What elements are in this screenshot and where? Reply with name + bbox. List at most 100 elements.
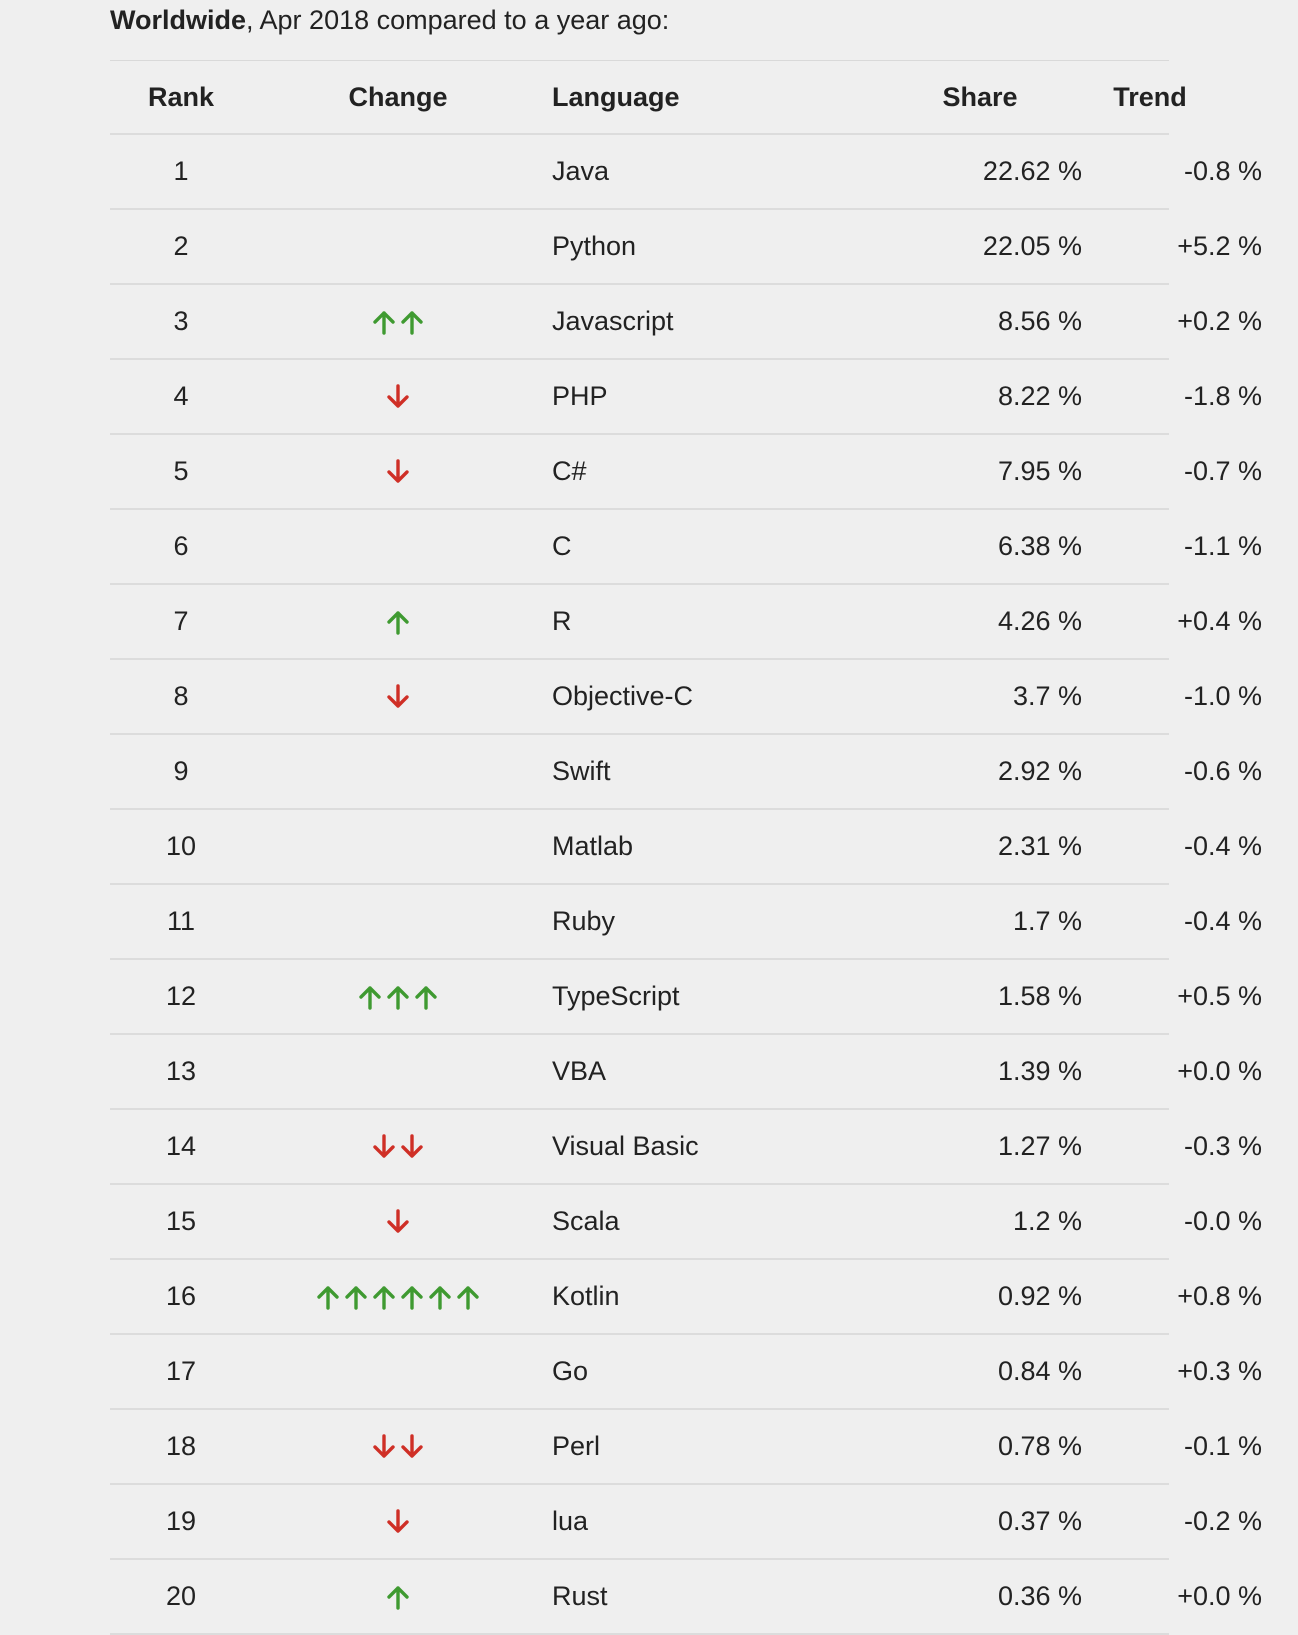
share-cell: 6.38 % — [997, 531, 1082, 561]
share-cell: 2.31 % — [997, 831, 1082, 861]
rank-cell: 15 — [165, 1206, 197, 1236]
trend-cell: +0.3 % — [1177, 1356, 1262, 1386]
change-arrows — [371, 309, 425, 335]
change-cell — [290, 1035, 506, 1108]
arrow-down-icon — [387, 1508, 409, 1533]
arrow-up-icon — [317, 1285, 339, 1310]
table-row: 1 Java 22.62 % -0.8 % — [110, 135, 1262, 210]
change-cell — [290, 360, 506, 433]
change-cell — [290, 735, 506, 808]
arrow-down-icon — [401, 1433, 423, 1458]
rank-cell: 4 — [173, 381, 189, 411]
caption-period: , Apr 2018 compared to a year ago: — [246, 5, 670, 35]
change-arrows — [371, 1133, 425, 1160]
share-cell: 22.62 % — [982, 156, 1082, 186]
change-cell — [290, 210, 506, 283]
rank-cell: 5 — [173, 456, 189, 486]
change-cell — [290, 510, 506, 583]
trend-cell: -1.8 % — [1183, 381, 1262, 411]
share-cell: 0.37 % — [997, 1506, 1082, 1536]
change-cell — [290, 1560, 506, 1633]
change-cell — [290, 885, 506, 958]
arrow-down-icon — [387, 458, 409, 483]
table-row: 20 Rust 0.36 % +0.0 % — [110, 1560, 1262, 1635]
change-cell — [290, 960, 506, 1033]
trend-cell: -0.2 % — [1183, 1506, 1262, 1536]
table-row: 19 lua 0.37 % -0.2 % — [110, 1485, 1262, 1560]
trend-cell: +0.4 % — [1177, 606, 1262, 636]
change-arrows — [385, 683, 411, 710]
arrow-up-icon — [373, 1285, 395, 1310]
rank-cell: 19 — [165, 1506, 197, 1536]
table-header-row: Rank Change Language Share Trend — [110, 61, 1187, 135]
share-cell: 1.39 % — [997, 1056, 1082, 1086]
change-arrows — [385, 1508, 411, 1535]
trend-cell: -1.1 % — [1183, 531, 1262, 561]
arrow-down-icon — [373, 1133, 395, 1158]
table-row: 17 Go 0.84 % +0.3 % — [110, 1335, 1262, 1410]
trend-cell: +0.8 % — [1177, 1281, 1262, 1311]
language-cell: TypeScript — [552, 981, 680, 1011]
rank-cell: 8 — [173, 681, 189, 711]
change-cell — [290, 810, 506, 883]
arrow-down-icon — [401, 1133, 423, 1158]
trend-cell: -0.7 % — [1183, 456, 1262, 486]
change-cell — [290, 1110, 506, 1183]
change-cell — [290, 585, 506, 658]
column-header-rank: Rank — [147, 81, 215, 112]
language-cell: PHP — [552, 381, 608, 411]
language-cell: Go — [552, 1356, 589, 1386]
caption-region: Worldwide — [110, 5, 247, 35]
arrow-down-icon — [387, 1208, 409, 1233]
rank-cell: 17 — [165, 1356, 197, 1386]
rank-cell: 14 — [165, 1131, 197, 1161]
change-cell — [290, 1335, 506, 1408]
share-cell: 0.84 % — [997, 1356, 1082, 1386]
change-cell — [290, 1410, 506, 1483]
change-arrows — [385, 609, 411, 635]
change-cell — [290, 1260, 506, 1333]
language-cell: Java — [552, 156, 610, 186]
table-row: 11 Ruby 1.7 % -0.4 % — [110, 885, 1262, 960]
rank-cell: 3 — [173, 306, 189, 336]
language-cell: C# — [552, 456, 587, 486]
trend-cell: +0.5 % — [1177, 981, 1262, 1011]
column-header-language: Language — [552, 81, 680, 112]
table-row: 9 Swift 2.92 % -0.6 % — [110, 735, 1262, 810]
arrow-up-icon — [415, 985, 437, 1010]
change-arrows — [371, 1433, 425, 1460]
change-arrows — [385, 1208, 411, 1235]
change-arrows — [385, 458, 411, 485]
change-arrows — [315, 1284, 481, 1310]
rank-cell: 12 — [165, 981, 197, 1011]
trend-cell: -0.4 % — [1183, 906, 1262, 936]
share-cell: 0.92 % — [997, 1281, 1082, 1311]
table-row: 16 Kotlin 0.92 % +0.8 % — [110, 1260, 1262, 1335]
share-cell: 4.26 % — [997, 606, 1082, 636]
trend-cell: -0.3 % — [1183, 1131, 1262, 1161]
rank-cell: 9 — [173, 756, 189, 786]
rank-cell: 1 — [173, 156, 189, 186]
column-header-trend: Trend — [1113, 81, 1187, 112]
arrow-up-icon — [429, 1285, 451, 1310]
ranking-table: Rank Change Language Share Trend 1 Java 22… — [110, 60, 1262, 1635]
share-cell: 0.36 % — [997, 1581, 1082, 1611]
language-cell: R — [552, 606, 572, 636]
table-row: 18 Perl 0.78 % -0.1 % — [110, 1410, 1262, 1485]
language-cell: VBA — [552, 1056, 607, 1086]
language-cell: Scala — [552, 1206, 620, 1236]
rank-cell: 6 — [173, 531, 189, 561]
share-cell: 2.92 % — [997, 756, 1082, 786]
change-cell — [290, 435, 506, 508]
trend-cell: -0.8 % — [1183, 156, 1262, 186]
share-cell: 1.7 % — [1012, 906, 1082, 936]
trend-cell: -0.1 % — [1183, 1431, 1262, 1461]
trend-cell: -0.0 % — [1183, 1206, 1262, 1236]
arrow-up-icon — [401, 310, 423, 335]
rank-cell: 10 — [165, 831, 197, 861]
share-cell: 1.2 % — [1012, 1206, 1082, 1236]
share-cell: 8.22 % — [997, 381, 1082, 411]
language-cell: Javascript — [552, 306, 674, 336]
change-arrows — [385, 383, 411, 410]
rank-cell: 20 — [165, 1581, 197, 1611]
